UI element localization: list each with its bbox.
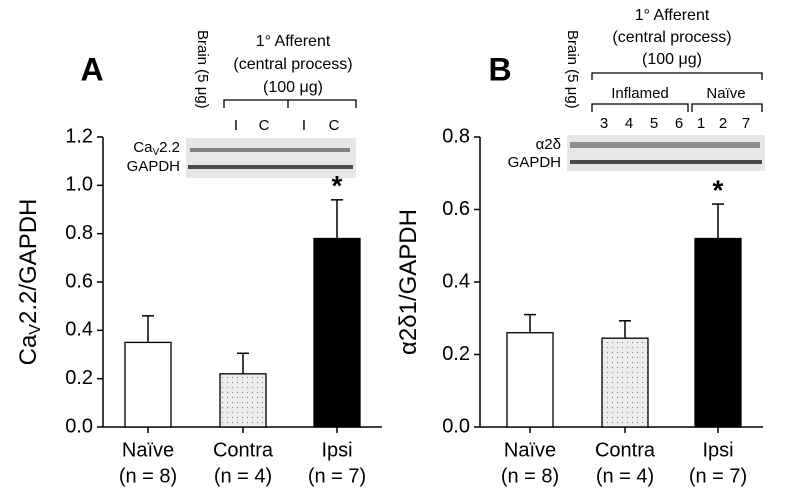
blot-header: 1° Afferent — [635, 7, 710, 24]
brain-label: Brain (5 μg) — [194, 30, 211, 109]
lane-label: I — [234, 117, 238, 134]
bracket — [591, 103, 763, 112]
bracket — [591, 72, 763, 80]
n-label: (n = 7) — [308, 465, 366, 487]
lane-label: I — [302, 117, 306, 134]
blot-band — [570, 142, 760, 148]
y-tick-label: 0.8 — [65, 222, 93, 244]
n-label: (n = 7) — [689, 465, 747, 487]
blot-header: 1° Afferent — [256, 33, 331, 50]
panel-label: B — [488, 51, 511, 87]
y-axis-title-part: V — [27, 324, 44, 335]
y-tick-label: 0.6 — [442, 198, 470, 220]
bar — [219, 373, 267, 428]
y-tick-label: 0.2 — [65, 367, 93, 389]
group-label: Naïve — [706, 85, 745, 102]
blot-header: (100 μg) — [263, 79, 323, 96]
y-tick-label: 0.0 — [65, 415, 93, 437]
lane-label: C — [259, 117, 270, 134]
blot-band — [570, 160, 762, 164]
blot-b: Brain (5 μg) 1° Afferent (central proces… — [508, 7, 765, 171]
y-tick-label: 0.8 — [442, 125, 470, 147]
lane-label: 6 — [675, 115, 683, 132]
row-label: CaV2.2 — [133, 139, 180, 158]
blot-band — [188, 165, 353, 169]
y-tick-label: 0.0 — [442, 415, 470, 437]
lane-label: 5 — [650, 115, 658, 132]
lane-label: 1 — [697, 115, 705, 132]
bar — [313, 237, 361, 428]
x-tick-label: Naïve — [122, 439, 174, 461]
blot-image — [186, 138, 356, 178]
x-tick-label: Contra — [595, 439, 656, 461]
significance: * — [332, 170, 343, 201]
significance: * — [713, 174, 724, 205]
y-axis-title: CaV2.2/GAPDH — [15, 199, 44, 366]
lane-label: 7 — [742, 115, 750, 132]
blot-header: (central process) — [233, 56, 352, 73]
group-label: Inflamed — [611, 85, 669, 102]
row-label: α2δ — [536, 136, 561, 153]
lane-label: 3 — [600, 115, 608, 132]
n-label: (n = 4) — [596, 465, 654, 487]
blot-header: (central process) — [612, 29, 731, 46]
y-tick-label: 0.6 — [65, 270, 93, 292]
y-tick-label: 0.2 — [442, 343, 470, 365]
x-tick-label: Naïve — [504, 439, 556, 461]
bar — [124, 341, 172, 428]
blot-a: Brain (5 μg) 1° Afferent (central proces… — [127, 30, 357, 178]
brain-label: Brain (5 μg) — [564, 30, 581, 109]
x-tick-label: Contra — [213, 439, 274, 461]
bar — [694, 237, 742, 428]
n-label: (n = 4) — [214, 465, 272, 487]
y-tick-label: 1.0 — [65, 174, 93, 196]
bracket — [223, 99, 357, 108]
y-axis-title-part: 2.2/GAPDH — [15, 199, 42, 324]
x-tick-label: Ipsi — [702, 439, 733, 461]
x-tick-label: Ipsi — [321, 439, 352, 461]
row-label: GAPDH — [127, 158, 180, 175]
y-tick-label: 0.4 — [442, 270, 470, 292]
row-label: GAPDH — [508, 154, 561, 171]
lane-label: C — [329, 117, 340, 134]
n-label: (n = 8) — [119, 465, 177, 487]
panel-label: A — [80, 51, 103, 87]
lane-label: 4 — [625, 115, 633, 132]
blot-band — [190, 148, 350, 152]
blot-header: (100 μg) — [642, 51, 702, 68]
y-axis-title: α2δ1/GAPDH — [395, 209, 422, 355]
y-axis-title-part: α2δ1/GAPDH — [395, 209, 422, 355]
y-axis-title-part: Ca — [15, 334, 42, 365]
blot-image — [567, 135, 765, 171]
y-tick-label: 0.4 — [65, 319, 93, 341]
lane-label: 2 — [719, 115, 727, 132]
bar — [601, 337, 649, 428]
n-label: (n = 8) — [501, 465, 559, 487]
bar — [506, 332, 554, 428]
y-tick-label: 1.2 — [65, 125, 93, 147]
